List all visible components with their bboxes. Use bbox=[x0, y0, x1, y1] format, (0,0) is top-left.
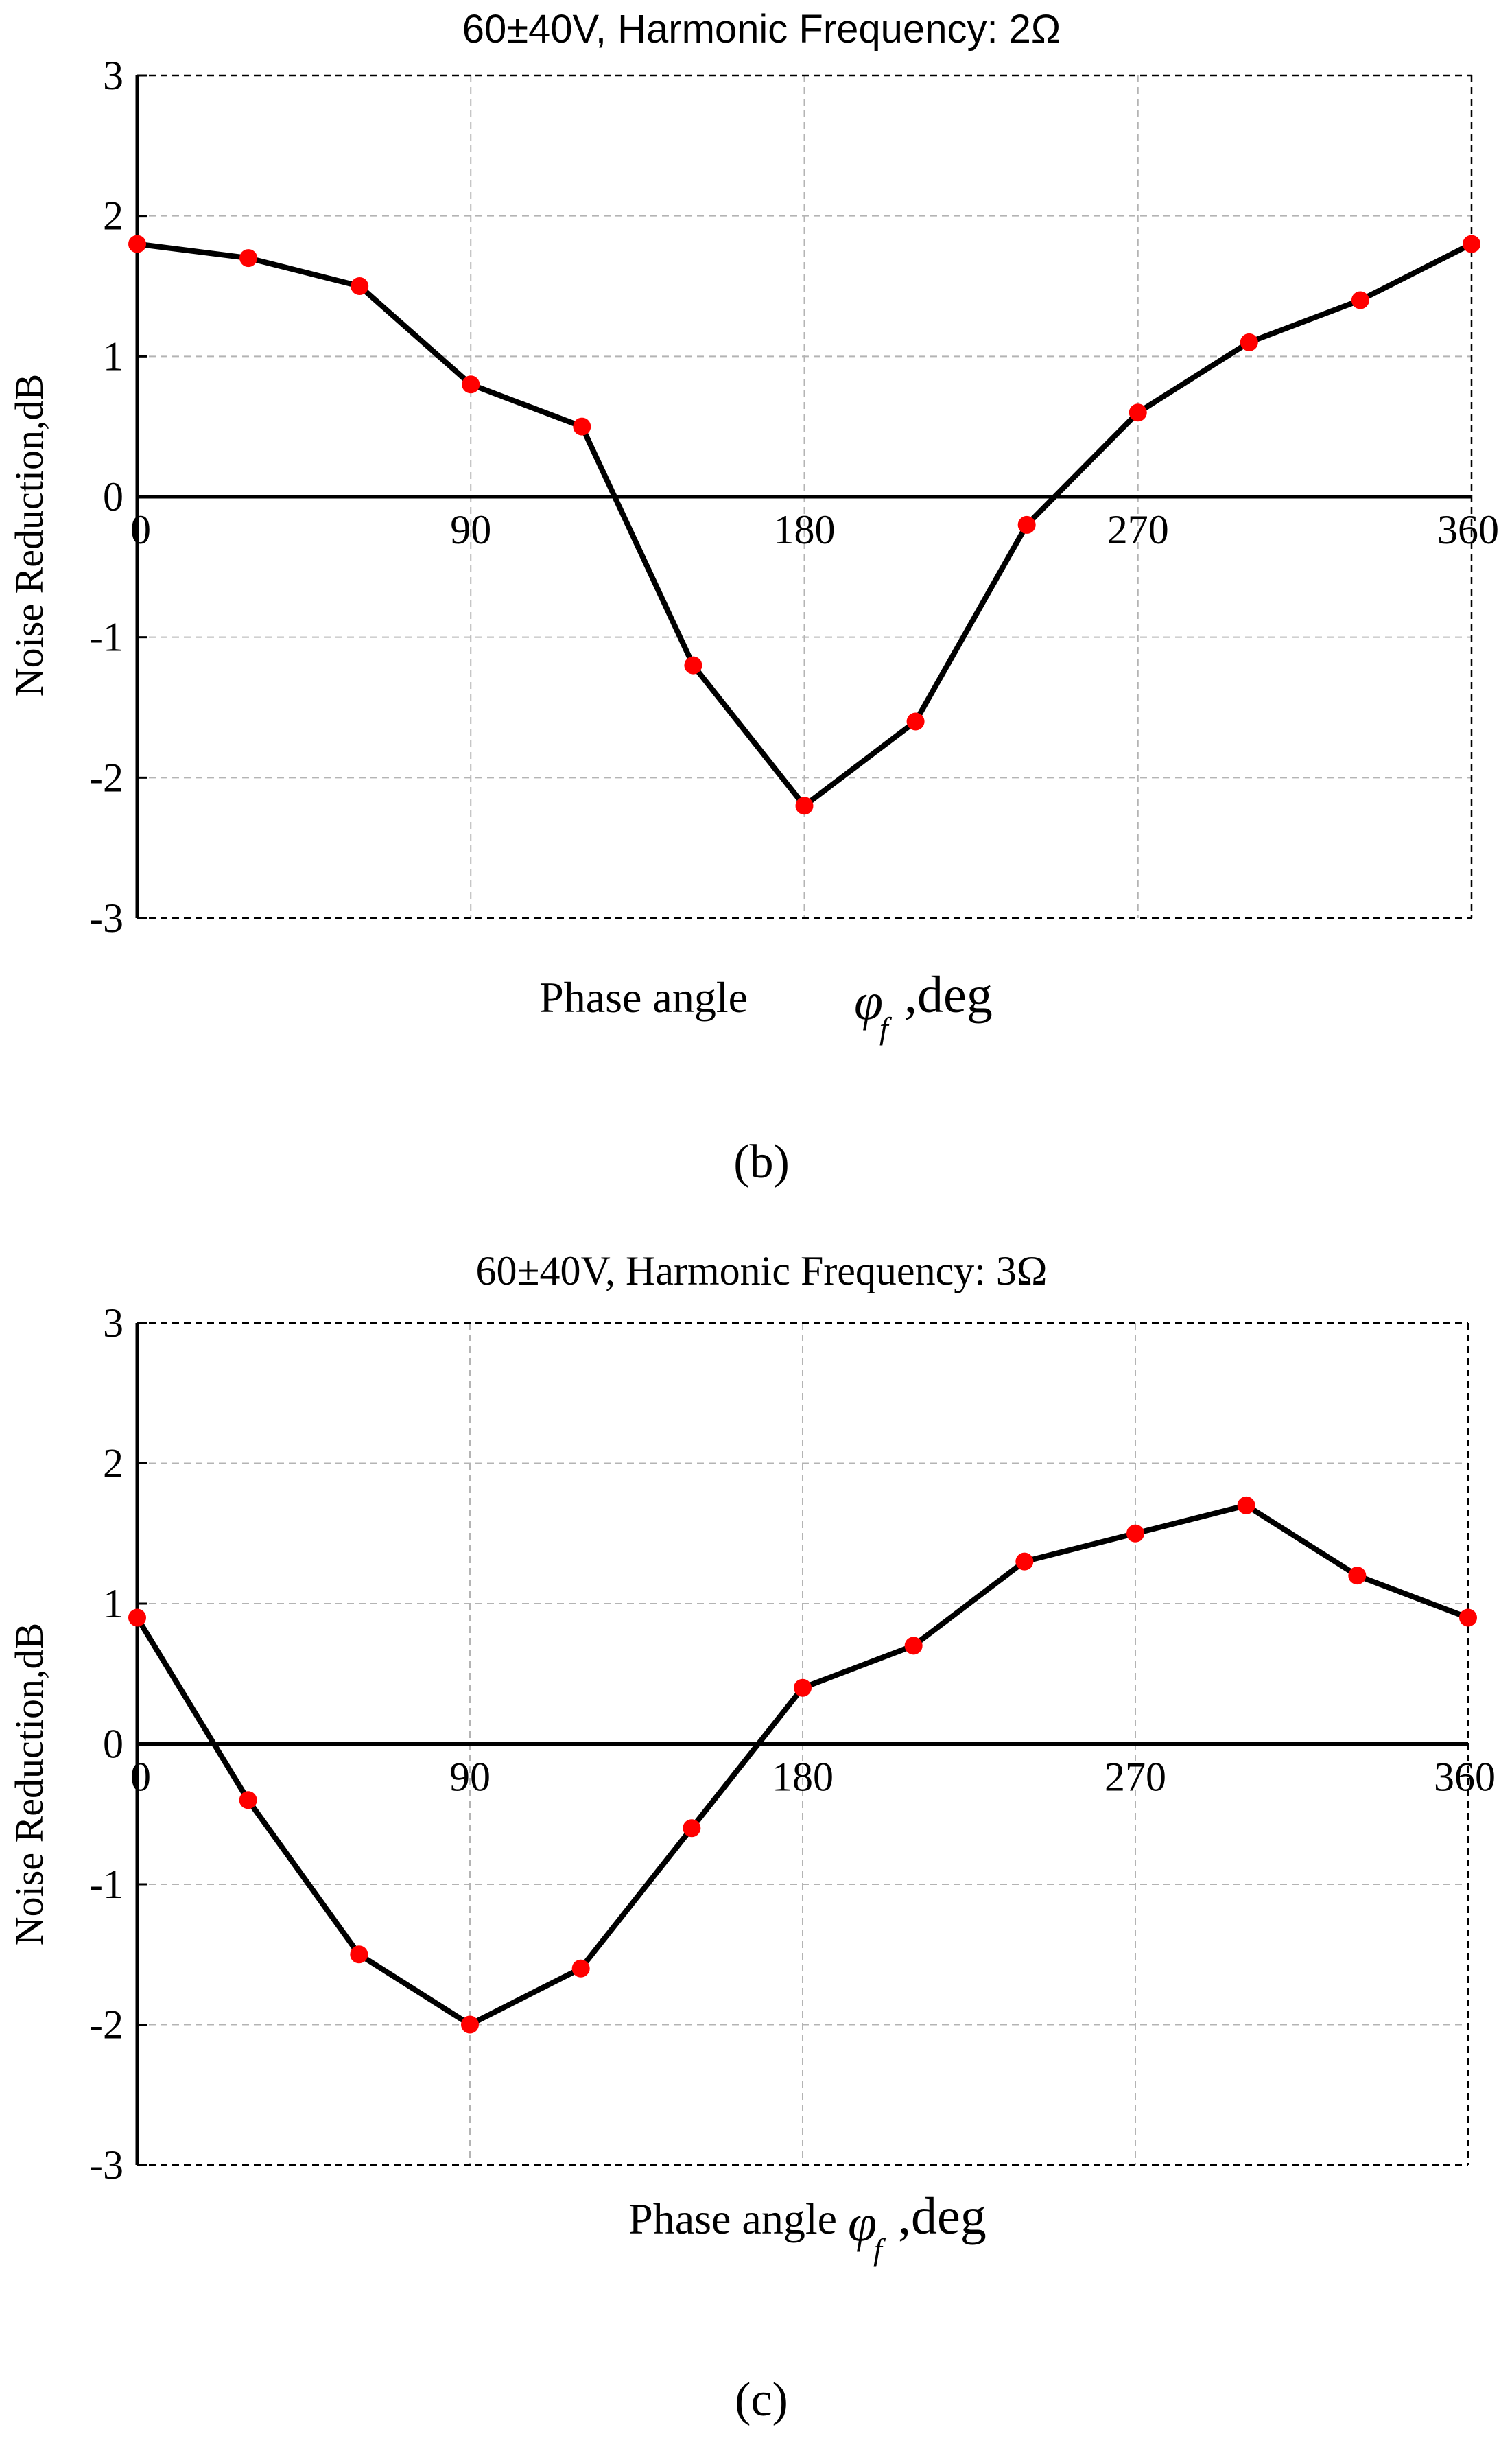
y-tick-label: -2 bbox=[89, 2002, 123, 2048]
x-tick-label: 90 bbox=[449, 1755, 491, 1800]
data-point bbox=[1017, 515, 1036, 534]
x-axis-label: Phase angle bbox=[539, 973, 748, 1022]
data-point bbox=[128, 235, 146, 253]
y-tick-label: -1 bbox=[89, 615, 123, 660]
data-point bbox=[461, 2015, 479, 2034]
y-tick-label: 1 bbox=[103, 1581, 123, 1626]
x-tick-label: 270 bbox=[1107, 507, 1169, 552]
x-tick-label: 0 bbox=[130, 507, 151, 552]
data-point bbox=[239, 1791, 257, 1809]
data-point bbox=[795, 797, 814, 815]
x-tick-label: 180 bbox=[772, 1755, 834, 1800]
y-tick-label: 3 bbox=[103, 1300, 123, 1346]
data-point bbox=[794, 1678, 812, 1697]
data-series bbox=[128, 1496, 1477, 2034]
x-tick-label: 360 bbox=[1437, 507, 1499, 552]
y-tick-label: 3 bbox=[103, 53, 123, 98]
x-tick-labels: 0 90 180 270 360 bbox=[130, 507, 1499, 552]
x-axis-subscript: f bbox=[873, 2232, 886, 2267]
x-tick-labels: 0 90 180 270 360 bbox=[130, 1755, 1496, 1800]
data-point bbox=[1015, 1552, 1034, 1571]
data-point bbox=[462, 375, 480, 394]
data-point bbox=[1126, 1524, 1144, 1543]
y-tick-label: -3 bbox=[89, 895, 123, 941]
x-tick-label: 180 bbox=[774, 507, 836, 552]
chart-panel-b: 60±40V, Harmonic Frequency: 2Ω Noise Red… bbox=[7, 7, 1499, 1188]
y-tick-label: -1 bbox=[89, 1862, 123, 1907]
x-axis-unit: ,deg bbox=[904, 966, 993, 1024]
x-axis-symbol: φ bbox=[854, 973, 883, 1031]
axis-lines bbox=[135, 74, 1472, 919]
data-series bbox=[128, 235, 1480, 815]
data-point bbox=[350, 1945, 368, 1964]
y-tick-labels: 3 2 1 0 -1 -2 -3 bbox=[89, 53, 123, 941]
data-point bbox=[904, 1637, 923, 1655]
chart-title: 60±40V, Harmonic Frequency: 2Ω bbox=[462, 7, 1061, 51]
x-tick-label: 270 bbox=[1105, 1755, 1166, 1800]
data-point bbox=[906, 712, 925, 731]
y-tick-label: -3 bbox=[89, 2142, 123, 2188]
x-tick-label: 90 bbox=[450, 507, 491, 552]
data-point bbox=[1240, 333, 1258, 351]
data-point bbox=[128, 1608, 146, 1627]
data-point bbox=[684, 656, 702, 675]
axis-lines bbox=[135, 1322, 1468, 2166]
x-axis-label: Phase angle bbox=[628, 2194, 837, 2243]
chart-panel-c: 60±40V, Harmonic Frequency: 3Ω Noise Red… bbox=[7, 1248, 1496, 2426]
y-tick-label: -2 bbox=[89, 755, 123, 800]
y-axis-label: Noise Reduction,dB bbox=[7, 1623, 51, 1945]
data-point bbox=[1129, 403, 1147, 422]
grid-lines bbox=[137, 1323, 1468, 2165]
data-point bbox=[351, 277, 369, 295]
data-point bbox=[1459, 1608, 1477, 1627]
data-point bbox=[1348, 1567, 1367, 1585]
y-tick-labels: 3 2 1 0 -1 -2 -3 bbox=[89, 1300, 123, 2188]
y-tick-label: 2 bbox=[103, 194, 123, 239]
y-tick-label: 1 bbox=[103, 333, 123, 379]
grid-lines bbox=[137, 75, 1472, 918]
x-axis-unit: ,deg bbox=[898, 2188, 987, 2245]
data-point bbox=[1237, 1496, 1255, 1514]
data-point bbox=[1351, 291, 1369, 309]
data-point bbox=[573, 417, 591, 436]
y-tick-label: 0 bbox=[103, 1722, 123, 1767]
chart-title: 60±40V, Harmonic Frequency: 3Ω bbox=[476, 1248, 1048, 1293]
panel-label: (c) bbox=[735, 2373, 788, 2426]
panel-label: (b) bbox=[733, 1136, 790, 1188]
x-axis-subscript: f bbox=[879, 1011, 893, 1046]
x-tick-label: 360 bbox=[1434, 1755, 1496, 1800]
y-tick-label: 2 bbox=[103, 1441, 123, 1486]
data-point bbox=[683, 1819, 701, 1838]
x-tick-label: 0 bbox=[130, 1755, 151, 1800]
data-point bbox=[571, 1959, 590, 1978]
data-point bbox=[239, 249, 258, 268]
data-point bbox=[1463, 235, 1480, 253]
x-axis-symbol: φ bbox=[848, 2194, 877, 2252]
y-tick-label: 0 bbox=[103, 474, 123, 519]
y-axis-label: Noise Reduction,dB bbox=[7, 374, 51, 696]
